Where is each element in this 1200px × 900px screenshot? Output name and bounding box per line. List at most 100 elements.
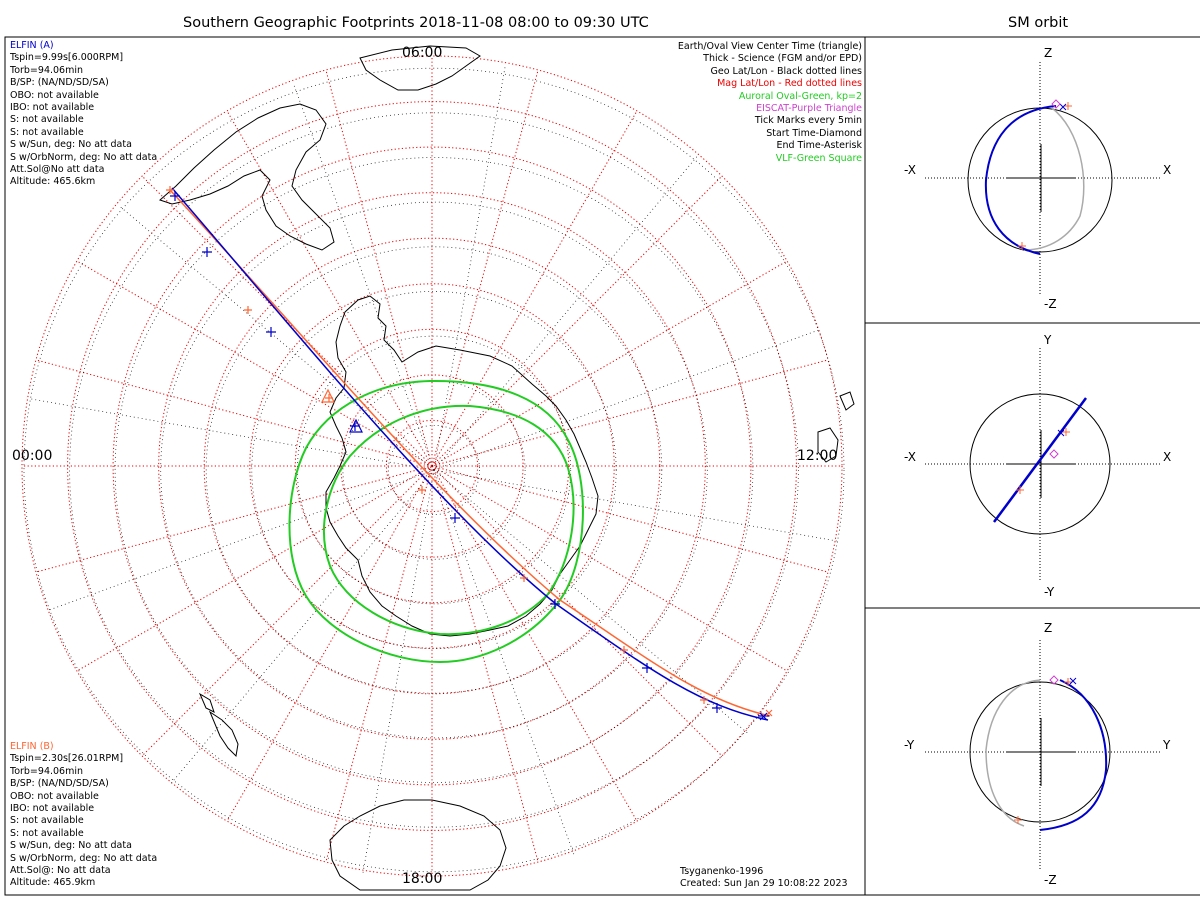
info-line: Tspin=9.99s[6.000RPM] [10,52,124,64]
elfin-a-name: ELFIN (A) [10,40,54,51]
clock-label-right: 12:00 [797,448,837,464]
orbit2-label-top: Y [1043,333,1052,347]
info-line: Altitude: 465.6km [10,176,96,188]
orbit-near-side [1039,679,1108,831]
new-zealand-coastline [198,692,239,758]
orbit-panel-xz [925,62,1160,296]
mag-lon-line [35,465,433,573]
legend-item: End Time-Asterisk [776,140,862,152]
main-plot-frame [4,36,866,896]
elfin-a-info: ELFIN (A) Tspin=9.99s[6.000RPM] Torb=94.… [10,40,157,189]
info-line: S: not available [10,114,84,126]
orbit-title: SM orbit [1008,15,1069,31]
orbit-panel-xy [925,348,1160,580]
info-line: S w/OrbNorm, deg: No att data [10,852,158,864]
elfin-b-info: ELFIN (B) Tspin=2.30s[26.01RPM] Torb=94.… [10,741,157,890]
geo-lon-line [433,66,506,471]
legend: Earth/Oval View Center Time (triangle) T… [678,41,862,165]
orbit1-label-right: X [1163,163,1171,177]
auroral-oval-inner [323,404,575,636]
legend-item: EISCAT-Purple Triangle [756,103,862,115]
mag-lon-line [325,69,433,467]
australia-coastline [329,799,507,891]
elfin-a-track [171,187,769,721]
info-line: Torb=94.06min [10,64,84,76]
coastlines [159,45,855,891]
mag-lat-circle [158,192,706,740]
mag-lon-line [431,175,723,467]
mag-lon-line [431,465,539,863]
mag-lon-line [431,359,829,467]
geo-lat-circle [387,424,480,515]
clock-label-top: 06:00 [402,45,442,61]
created-label: Created: Sun Jan 29 10:08:22 2023 [680,878,848,890]
legend-item: Start Time-Diamond [766,127,862,139]
elfin-b-track [169,189,771,717]
geo-lon-line [362,469,435,874]
orbit3-label-bottom: -Z [1044,873,1057,887]
view-center-triangle-a [349,418,363,433]
south-america-coastline [159,103,335,251]
info-line: OBO: not available [10,89,99,101]
info-line: B/SP: (NA/ND/SD/SA) [10,77,109,89]
orbit1-label-top: Z [1044,46,1052,60]
info-line: S w/OrbNorm, deg: No att data [10,151,158,163]
info-line: IBO: not available [10,803,95,815]
info-line: S: not available [10,827,84,839]
info-line: Tspin=2.30s[26.01RPM] [10,753,124,765]
island-coastline-2 [839,391,855,411]
orbit2-label-bottom: -Y [1044,585,1055,599]
geo-lon-line [170,469,435,785]
info-line: B/SP: (NA/ND/SD/SA) [10,778,109,790]
info-line: S: not available [10,126,84,138]
magnetic-grid [21,55,843,877]
info-line: IBO: not available [10,102,95,114]
legend-item: Geo Lat/Lon - Black dotted lines [710,65,862,77]
geo-lat-circle [251,290,617,650]
legend-item: Tick Marks every 5min [754,115,862,127]
geo-lat-circle [114,157,754,783]
footer: Tsyganenko-1996 Created: Sun Jan 29 10:0… [680,866,848,891]
geo-lat-circle [205,246,663,694]
info-line: Altitude: 465.9km [10,877,96,889]
island-coastline [817,427,839,463]
mag-lon-line [325,465,433,863]
orbit-far-side [985,679,1041,827]
orbit3-label-right: Y [1162,738,1171,752]
info-line: Att.Sol@No att data [10,164,105,176]
mag-lat-circle [112,146,752,786]
mag-lon-line [431,465,829,573]
auroral-oval-outer [288,379,584,664]
orbit3-label-left: -Y [904,738,915,752]
antarctica-coastline [325,295,599,637]
mag-lat-circle [21,55,843,877]
mag-lon-line [141,175,433,467]
geo-lat-circle [160,201,708,739]
mag-lon-line [431,260,788,467]
africa-coastline [359,45,481,91]
page-title: Southern Geographic Footprints 2018-11-0… [183,15,649,31]
legend-item: VLF-Green Square [775,152,862,164]
geo-lon-line [293,84,435,471]
orbit1-label-bottom: -Z [1044,297,1057,311]
geographic-grid [23,66,845,874]
info-line: S: not available [10,815,84,827]
elfin-b-name: ELFIN (B) [10,741,54,752]
geo-lon-line [433,469,838,542]
legend-item: Thick - Science (FGM and/or EPD) [703,53,862,65]
legend-item: Auroral Oval-Green, kp=2 [738,90,862,102]
elfin-b-tick-marks [166,186,773,717]
geo-lat-circle [69,112,799,828]
geo-lon-line [119,206,435,471]
orbit3-label-top: Z [1044,621,1052,635]
legend-item: Earth/Oval View Center Time (triangle) [677,41,862,52]
orbit-far-side [1023,107,1085,251]
elfin-a-tick-marks [170,191,769,721]
geo-lon-line [433,469,575,856]
orbit-near-side [984,105,1057,255]
orbit2-label-left: -X [904,450,916,464]
geo-lat-circle [23,67,845,873]
mag-lat-circle [294,328,570,604]
info-line: S w/Sun, deg: No att data [10,139,132,151]
